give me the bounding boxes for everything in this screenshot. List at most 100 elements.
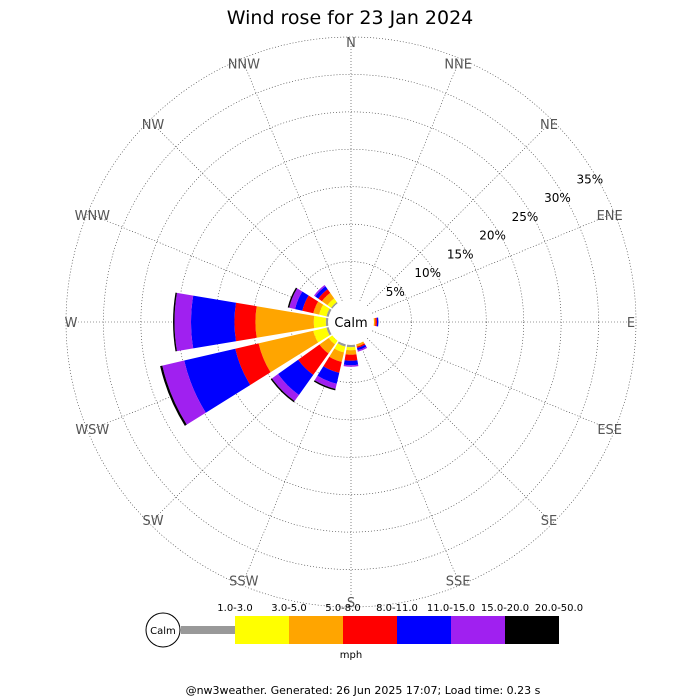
- bar-s-bin-1: [346, 346, 356, 351]
- legend-label-0: 1.0-3.0: [217, 603, 252, 614]
- percent-labels: 5% 10% 15% 20% 25% 30% 35%: [386, 173, 603, 299]
- direction-label-nnw: NNW: [228, 57, 260, 72]
- bar-w-bin-4: [191, 295, 237, 349]
- spoke-wnw: [92, 214, 330, 314]
- percent-label: 30%: [544, 191, 571, 205]
- bar-wnw-bin-3: [302, 295, 319, 314]
- bar-nw-bin-4: [315, 286, 328, 299]
- bar-sw-bin-1: [328, 335, 338, 345]
- direction-label-ene: ENE: [597, 209, 623, 224]
- legend-label-5: 15.0-20.0: [481, 603, 529, 614]
- grid: [65, 36, 637, 608]
- bar-sse-bin-2: [356, 341, 365, 347]
- legend-swatches: 1.0-3.0 3.0-5.0 5.0-8.0 8.0-11.0 11.0-15.0 15…: [181, 603, 583, 644]
- bar-sse-bin-4: [357, 344, 367, 351]
- bar-e-bin-2: [373, 317, 376, 327]
- spoke-ene: [372, 214, 610, 314]
- legend-calm-label: Calm: [150, 626, 176, 637]
- bar-ssw-bin-5: [314, 375, 337, 389]
- percent-label: 5%: [386, 285, 405, 299]
- bar-sw-bin-4: [278, 359, 314, 395]
- direction-labels: N NNE NE ENE E ESE SE SSE S SSW SW WSW W WNW NW NNW: [65, 36, 636, 611]
- direction-label-n: N: [346, 36, 356, 51]
- bar-s-bin-3: [344, 354, 358, 361]
- bar-sw-bin-2: [319, 337, 336, 354]
- percent-label: 35%: [576, 173, 603, 187]
- legend-label-3: 8.0-11.0: [376, 603, 418, 614]
- legend-swatch-2: [289, 616, 343, 644]
- bar-ssw-bin-3: [323, 356, 342, 373]
- bar-w-bin-0: [325, 317, 329, 327]
- bar-wsw-bin-6: [160, 365, 187, 426]
- bar-wsw-bin-4: [184, 348, 251, 413]
- legend: Calm 1.0-3.0 3.0-5.0 5.0-8.0 8.0-11.0 11.0-1…: [145, 603, 583, 661]
- grid-ring: [65, 36, 637, 608]
- bar-sw-bin-5: [271, 374, 299, 402]
- direction-label-ese: ESE: [597, 423, 622, 438]
- bar-s-bin-0: [346, 344, 356, 348]
- legend-label-1: 3.0-5.0: [271, 603, 306, 614]
- bar-nw-bin-0: [331, 302, 338, 309]
- percent-label: 25%: [512, 210, 539, 224]
- legend-swatch-3: [343, 616, 397, 644]
- bar-wsw-bin-0: [326, 327, 332, 336]
- direction-label-wsw: WSW: [75, 423, 109, 438]
- bar-wsw-bin-2: [258, 330, 319, 373]
- legend-label-4: 11.0-15.0: [427, 603, 475, 614]
- bar-nw-bin-1: [327, 298, 337, 308]
- bar-wnw-bin-0: [326, 308, 332, 317]
- direction-label-sw: SW: [142, 514, 163, 529]
- legend-unit: mph: [340, 650, 362, 661]
- grid-ring: [103, 74, 599, 570]
- direction-label-nw: NW: [142, 118, 165, 133]
- bar-w-bin-2: [255, 306, 315, 338]
- spoke-nne: [359, 63, 459, 301]
- direction-label-ne: NE: [540, 118, 558, 133]
- bar-s-bin-4: [343, 360, 359, 366]
- bar-nw-bin-3: [318, 289, 331, 302]
- bar-ssw-bin-1: [334, 343, 346, 353]
- legend-label-6: 20.0-50.0: [535, 603, 583, 614]
- bar-wsw-bin-1: [313, 327, 330, 343]
- bars: [160, 284, 379, 426]
- direction-label-sse: SSE: [446, 575, 471, 590]
- bar-wsw-bin-3: [235, 343, 271, 385]
- spoke-nw: [152, 123, 335, 306]
- bar-ssw-bin-4: [317, 366, 340, 384]
- bar-e-bin-4: [376, 317, 379, 327]
- bar-ssw-bin-2: [329, 348, 344, 362]
- legend-swatch-0: [181, 626, 235, 634]
- legend-swatch-4: [397, 616, 451, 644]
- bar-nw-bin-5: [313, 284, 326, 297]
- spoke-ne: [367, 123, 550, 306]
- calm-circle: Calm: [329, 300, 373, 344]
- direction-label-ssw: SSW: [229, 575, 259, 590]
- bar-e-bin-3: [375, 317, 377, 327]
- bar-w-bin-6: [173, 292, 177, 352]
- bar-w-bin-1: [313, 315, 327, 329]
- footer-text: @nw3weather. Generated: 26 Jun 2025 17:0…: [186, 684, 541, 697]
- bar-nw-bin-2: [321, 292, 335, 306]
- bar-w-bin-3: [234, 302, 257, 342]
- legend-swatch-5: [451, 616, 505, 644]
- bar-wnw-bin-6: [287, 287, 298, 308]
- bar-sw-bin-3: [298, 344, 329, 375]
- direction-label-s: S: [347, 596, 355, 611]
- grid-ring: [140, 111, 562, 533]
- direction-label-w: W: [65, 316, 78, 331]
- percent-label: 20%: [479, 229, 506, 243]
- grid-ring: [215, 186, 487, 458]
- spoke-sse: [359, 343, 459, 581]
- chart-title: Wind rose for 23 Jan 2024: [227, 7, 474, 29]
- direction-label-wnw: WNW: [75, 209, 111, 224]
- bar-w-bin-5: [174, 292, 194, 352]
- legend-label-2: 5.0-8.0: [325, 603, 360, 614]
- bar-ssw-bin-6: [313, 380, 336, 391]
- bar-ssw-bin-0: [337, 341, 346, 347]
- spoke-nnw: [243, 63, 343, 301]
- bar-wnw-bin-4: [295, 291, 309, 311]
- legend-swatch-6: [505, 616, 559, 644]
- bar-sse-bin-5: [357, 346, 368, 352]
- direction-label-nne: NNE: [444, 57, 472, 72]
